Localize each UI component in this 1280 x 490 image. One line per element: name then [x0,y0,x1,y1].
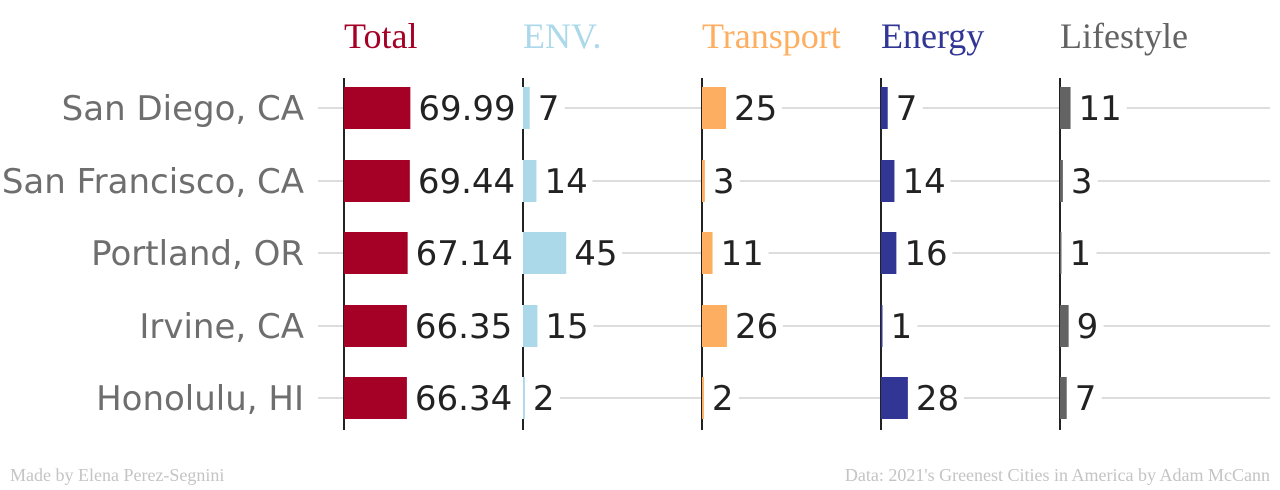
value-label-env-san-diego-ca: 7 [538,89,560,129]
bar-energy-san-francisco-ca [881,160,895,202]
bar-bg-env-honolulu-hi [523,377,560,419]
value-label-energy-portland-or: 16 [904,234,947,274]
bar-total-honolulu-hi [344,377,407,419]
bar-bg-env-san-diego-ca [523,87,565,129]
value-label-transport-honolulu-hi: 2 [712,379,734,419]
value-label-energy-honolulu-hi: 28 [916,379,959,419]
value-label-lifestyle-irvine-ca: 9 [1077,307,1099,347]
value-label-env-portland-or: 45 [574,234,617,274]
bar-energy-honolulu-hi [881,377,908,419]
bar-transport-honolulu-hi [702,377,704,419]
col-title-lifestyle: Lifestyle [1060,16,1188,56]
value-label-transport-san-diego-ca: 25 [734,89,777,129]
bar-bg-energy-irvine-ca [881,305,918,347]
value-label-env-irvine-ca: 15 [545,307,588,347]
bar-transport-san-diego-ca [702,87,726,129]
bar-env-san-diego-ca [523,87,530,129]
bar-bg-lifestyle-san-diego-ca [1060,87,1127,129]
bar-layer [344,87,1127,419]
col-title-transport: Transport [702,16,841,56]
bar-bg-lifestyle-portland-or [1060,232,1097,274]
col-title-energy: Energy [881,16,984,56]
bar-transport-san-francisco-ca [702,160,705,202]
value-label-total-san-diego-ca: 69.99 [418,89,515,129]
bar-lifestyle-san-diego-ca [1060,87,1071,129]
bar-bg-transport-honolulu-hi [702,377,739,419]
bar-transport-irvine-ca [702,305,727,347]
value-label-transport-san-francisco-ca: 3 [713,162,735,202]
row-label-honolulu-hi: Honolulu, HI [96,379,304,419]
value-label-transport-irvine-ca: 26 [735,307,778,347]
bar-total-portland-or [344,232,408,274]
bar-transport-portland-or [702,232,713,274]
value-label-energy-irvine-ca: 1 [891,307,913,347]
bar-env-irvine-ca [523,305,538,347]
bar-energy-irvine-ca [881,305,883,347]
value-label-total-irvine-ca: 66.35 [415,307,512,347]
bar-bg-energy-san-diego-ca [881,87,923,129]
bar-total-irvine-ca [344,305,407,347]
bar-bg-transport-san-francisco-ca [702,160,740,202]
bar-lifestyle-honolulu-hi [1060,377,1067,419]
bar-energy-san-diego-ca [881,87,888,129]
bar-total-san-francisco-ca [344,160,410,202]
value-label-transport-portland-or: 11 [721,234,764,274]
value-label-lifestyle-honolulu-hi: 7 [1075,379,1097,419]
bar-lifestyle-irvine-ca [1060,305,1069,347]
text-layer: San Diego, CA San Francisco, CA Portland, … [2,16,1188,419]
bar-env-honolulu-hi [523,377,525,419]
value-label-total-portland-or: 67.14 [416,234,513,274]
row-label-san-diego-ca: San Diego, CA [62,89,304,129]
value-label-total-honolulu-hi: 66.34 [415,379,512,419]
value-label-energy-san-francisco-ca: 14 [902,162,945,202]
bar-env-portland-or [523,232,567,274]
row-label-san-francisco-ca: San Francisco, CA [2,162,304,202]
bar-bg-transport-portland-or [702,232,769,274]
row-label-portland-or: Portland, OR [91,234,304,274]
value-label-total-san-francisco-ca: 69.44 [418,162,515,202]
row-label-irvine-ca: Irvine, CA [139,307,304,347]
value-label-lifestyle-san-diego-ca: 11 [1079,89,1122,129]
value-label-env-san-francisco-ca: 14 [544,162,587,202]
credit-text: Made by Elena Perez-Segnini [10,465,224,485]
col-title-total: Total [344,16,417,56]
bar-total-san-diego-ca [344,87,411,129]
bar-lifestyle-san-francisco-ca [1060,160,1063,202]
value-label-lifestyle-san-francisco-ca: 3 [1071,162,1093,202]
bar-env-san-francisco-ca [523,160,537,202]
col-title-env: ENV. [523,16,601,56]
value-label-energy-san-diego-ca: 7 [896,89,918,129]
value-label-lifestyle-portland-or: 1 [1070,234,1092,274]
bar-bg-lifestyle-honolulu-hi [1060,377,1102,419]
bar-lifestyle-portland-or [1060,232,1062,274]
value-label-env-honolulu-hi: 2 [533,379,555,419]
source-text: Data: 2021's Greenest Cities in America … [845,465,1270,485]
bar-bg-lifestyle-san-francisco-ca [1060,160,1098,202]
bar-energy-portland-or [881,232,897,274]
